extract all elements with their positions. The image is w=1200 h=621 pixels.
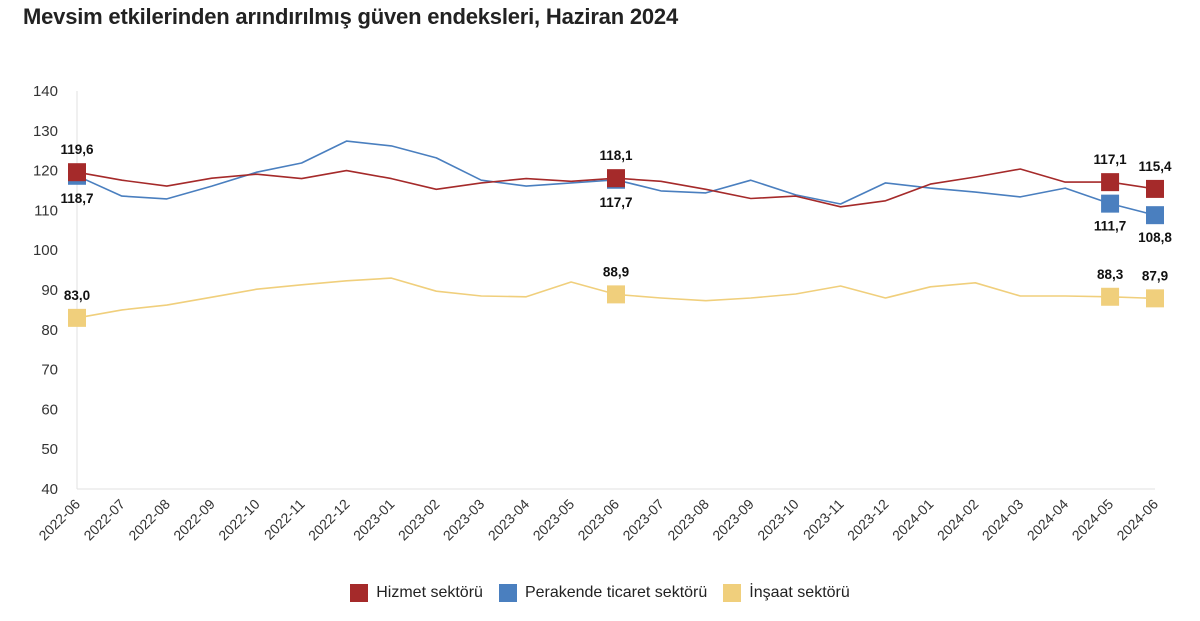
data-label: 118,7 (60, 191, 93, 206)
data-label: 118,1 (599, 148, 633, 163)
x-tick-label: 2022-10 (215, 496, 263, 544)
x-tick-label: 2022-06 (35, 496, 83, 544)
x-tick-label: 2022-09 (170, 496, 218, 544)
x-tick-label: 2022-08 (125, 496, 173, 544)
data-marker (607, 285, 625, 304)
legend: Hizmet sektörü Perakende ticaret sektörü… (0, 584, 1200, 602)
data-label: 88,9 (603, 264, 629, 279)
x-tick-label: 2024-01 (889, 496, 937, 544)
data-marker (1101, 173, 1120, 192)
data-marker (1101, 287, 1120, 306)
y-tick-label: 50 (41, 441, 58, 458)
data-label: 115,4 (1138, 159, 1172, 174)
x-tick-label: 2023-11 (800, 496, 847, 543)
data-labels: 83,0 88,9 88,3 87,9 118,7 117,7 111,7 108,8 119,… (60, 142, 1172, 303)
x-tick-label: 2023-06 (574, 496, 622, 544)
legend-swatch-insaat (723, 584, 742, 602)
y-tick-label: 80 (41, 322, 58, 339)
legend-item-insaat[interactable]: İnşaat sektörü (723, 584, 850, 602)
legend-item-hizmet[interactable]: Hizmet sektörü (350, 584, 483, 602)
x-tick-label: 2023-02 (395, 496, 443, 544)
x-tick-label: 2022-07 (80, 496, 128, 544)
data-label: 108,8 (1138, 230, 1172, 245)
y-tick-label: 120 (33, 163, 58, 180)
x-tick-label: 2024-06 (1113, 496, 1161, 544)
data-marker (1146, 206, 1164, 225)
y-axis-ticks: 140 130 120 110 100 90 80 70 60 50 40 (33, 83, 58, 498)
x-tick-label: 2024-03 (979, 496, 1027, 544)
data-marker (68, 308, 86, 327)
x-axis-ticks: 2022-062022-072022-082022-092022-102022-… (35, 496, 1161, 544)
x-tick-label: 2023-03 (440, 496, 488, 544)
data-label: 117,1 (1094, 152, 1128, 167)
data-label: 117,7 (599, 195, 632, 210)
x-tick-label: 2024-04 (1024, 496, 1072, 544)
data-label: 119,6 (60, 142, 94, 157)
y-tick-label: 90 (41, 282, 58, 299)
legend-label-perakende: Perakende ticaret sektörü (524, 584, 708, 601)
legend-label-hizmet: Hizmet sektörü (376, 584, 483, 601)
x-tick-label: 2023-04 (485, 496, 533, 544)
x-tick-label: 2022-12 (305, 496, 353, 544)
x-tick-label: 2024-05 (1069, 496, 1117, 544)
y-tick-label: 110 (34, 202, 58, 219)
data-label: 88,3 (1097, 267, 1124, 282)
x-tick-label: 2023-05 (530, 496, 578, 544)
data-marker (1146, 179, 1164, 198)
data-marker (1101, 194, 1120, 213)
y-tick-label: 40 (41, 481, 58, 498)
data-label: 83,0 (64, 288, 90, 303)
x-tick-label: 2023-01 (350, 496, 398, 544)
x-tick-label: 2023-07 (619, 496, 667, 544)
legend-swatch-perakende (498, 584, 517, 602)
chart-title: Mevsim etkilerinden arındırılmış güven e… (23, 4, 679, 29)
x-tick-label: 2023-09 (709, 496, 757, 544)
data-label: 111,7 (1094, 219, 1126, 234)
y-tick-label: 60 (41, 401, 58, 418)
x-tick-label: 2023-08 (664, 496, 712, 544)
y-tick-label: 130 (33, 123, 58, 140)
data-label: 87,9 (1142, 268, 1168, 283)
data-marker (1146, 289, 1164, 308)
data-marker (607, 169, 625, 188)
legend-swatch-hizmet (350, 584, 369, 602)
y-tick-label: 70 (41, 362, 58, 379)
x-tick-label: 2023-10 (754, 496, 802, 544)
x-tick-label: 2022-11 (261, 496, 308, 543)
legend-label-insaat: İnşaat sektörü (749, 584, 850, 601)
legend-item-perakende[interactable]: Perakende ticaret sektörü (498, 584, 708, 602)
x-tick-label: 2024-02 (934, 496, 982, 544)
x-tick-label: 2023-12 (844, 496, 892, 544)
y-tick-label: 100 (33, 242, 58, 259)
axes (76, 91, 1155, 490)
y-tick-label: 140 (33, 83, 58, 100)
series-markers (68, 163, 1164, 327)
data-marker (68, 163, 86, 182)
